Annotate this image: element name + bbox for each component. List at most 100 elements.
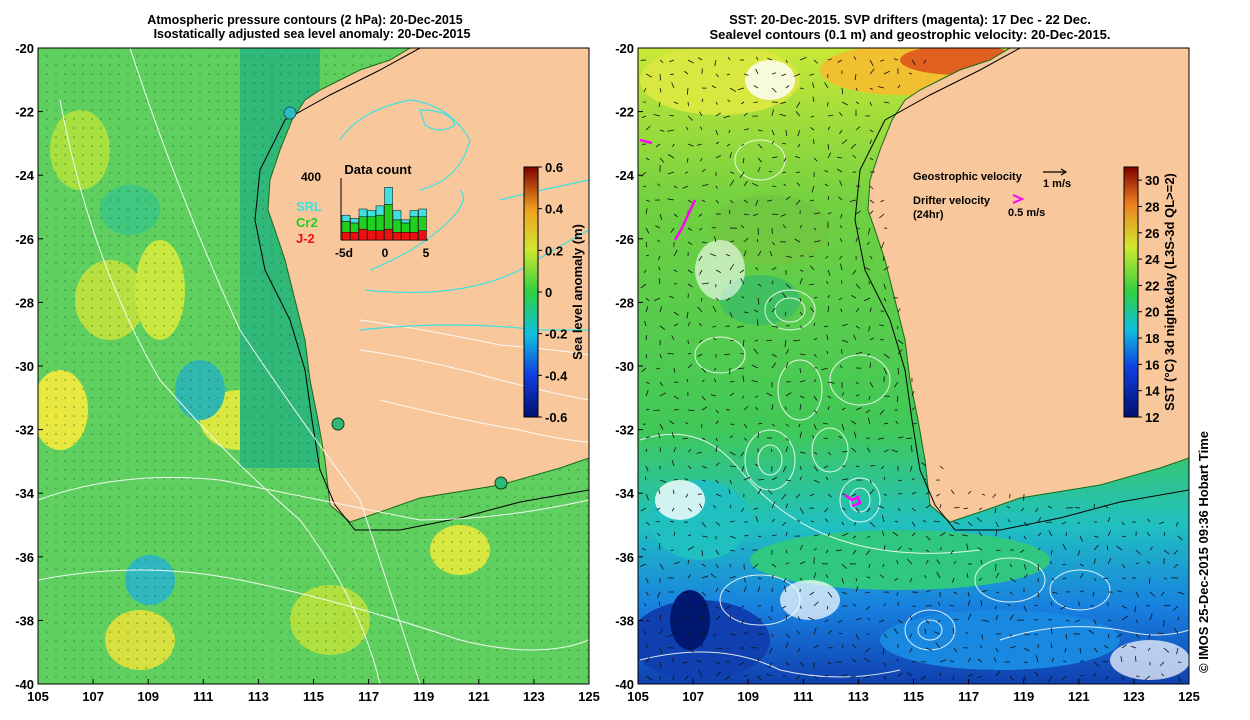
velocity-arrow bbox=[653, 297, 661, 302]
velocity-arrow bbox=[729, 479, 732, 484]
velocity-arrow bbox=[701, 406, 708, 411]
velocity-arrow bbox=[852, 549, 857, 555]
velocity-arrow bbox=[897, 507, 901, 512]
velocity-arrow bbox=[673, 409, 679, 411]
inset-xlabel-left: -5d bbox=[335, 246, 353, 260]
velocity-arrow bbox=[659, 543, 661, 551]
velocity-arrow bbox=[755, 395, 759, 398]
velocity-arrow bbox=[785, 325, 790, 327]
velocity-arrow bbox=[837, 59, 843, 63]
velocity-arrow bbox=[827, 269, 831, 276]
velocity-arrow bbox=[965, 631, 969, 635]
velocity-arrow bbox=[697, 353, 703, 357]
velocity-arrow bbox=[785, 349, 789, 355]
velocity-arrow bbox=[645, 493, 649, 501]
inset-bar-segment bbox=[401, 222, 410, 233]
legend-drifter-scale: 0.5 m/s bbox=[1008, 207, 1045, 219]
right-ytick-label: -26 bbox=[615, 232, 634, 247]
velocity-arrow bbox=[785, 642, 789, 649]
velocity-arrow bbox=[727, 56, 731, 61]
velocity-arrow bbox=[767, 57, 773, 61]
velocity-arrow bbox=[877, 437, 885, 440]
velocity-arrow bbox=[867, 227, 871, 235]
velocity-arrow bbox=[640, 507, 647, 512]
velocity-arrow bbox=[1134, 605, 1137, 613]
velocity-arrow bbox=[645, 157, 650, 161]
velocity-arrow bbox=[1035, 655, 1039, 663]
velocity-arrow bbox=[743, 199, 748, 204]
velocity-arrow bbox=[698, 322, 703, 327]
velocity-arrow bbox=[883, 283, 886, 290]
velocity-arrow bbox=[740, 224, 745, 229]
velocity-arrow bbox=[825, 255, 829, 259]
velocity-arrow bbox=[743, 674, 748, 677]
velocity-arrow bbox=[813, 227, 817, 231]
velocity-arrow bbox=[714, 59, 717, 67]
velocity-arrow bbox=[658, 432, 661, 439]
velocity-arrow bbox=[1159, 521, 1165, 524]
velocity-arrow bbox=[743, 476, 751, 481]
velocity-arrow bbox=[766, 199, 773, 202]
velocity-arrow bbox=[866, 535, 871, 539]
right-title-line2: Sealevel contours (0.1 m) and geostrophi… bbox=[710, 27, 1111, 42]
velocity-arrow bbox=[1009, 577, 1016, 583]
velocity-arrow bbox=[684, 70, 689, 75]
velocity-arrow bbox=[925, 647, 933, 652]
velocity-arrow bbox=[879, 324, 885, 327]
velocity-arrow bbox=[729, 240, 735, 243]
velocity-arrow bbox=[855, 577, 858, 582]
velocity-arrow bbox=[827, 395, 831, 399]
velocity-arrow bbox=[767, 489, 773, 495]
velocity-arrow bbox=[741, 143, 745, 147]
left-xtick-label: 117 bbox=[358, 689, 379, 704]
velocity-arrow bbox=[796, 101, 801, 108]
velocity-arrow bbox=[841, 644, 844, 649]
velocity-arrow bbox=[897, 436, 904, 439]
velocity-arrow bbox=[813, 59, 818, 64]
velocity-arrow bbox=[659, 73, 661, 81]
velocity-arrow bbox=[715, 615, 721, 621]
velocity-arrow bbox=[645, 306, 649, 313]
velocity-arrow bbox=[1047, 505, 1053, 509]
inset-bar-segment bbox=[367, 230, 376, 241]
velocity-arrow bbox=[687, 143, 694, 147]
velocity-arrow bbox=[868, 563, 871, 569]
velocity-arrow bbox=[699, 503, 703, 509]
velocity-arrow bbox=[966, 573, 969, 579]
velocity-arrow bbox=[755, 56, 759, 61]
velocity-arrow bbox=[701, 604, 709, 607]
right-cb-tick-label: 30 bbox=[1145, 173, 1159, 188]
velocity-arrow bbox=[754, 463, 759, 467]
velocity-arrow bbox=[658, 278, 661, 285]
velocity-arrow bbox=[785, 255, 793, 258]
velocity-arrow bbox=[768, 661, 773, 669]
left-ytick-label: -38 bbox=[15, 613, 34, 628]
velocity-arrow bbox=[1049, 561, 1053, 565]
right-ytick-label: -40 bbox=[615, 677, 634, 692]
velocity-arrow bbox=[869, 488, 875, 495]
velocity-arrow bbox=[1009, 675, 1015, 682]
velocity-arrow bbox=[869, 255, 873, 260]
velocity-arrow bbox=[659, 661, 662, 668]
velocity-arrow bbox=[866, 353, 871, 356]
velocity-arrow bbox=[769, 250, 773, 257]
velocity-arrow bbox=[785, 503, 788, 509]
velocity-arrow bbox=[855, 633, 860, 640]
velocity-arrow bbox=[757, 488, 762, 495]
velocity-arrow bbox=[743, 631, 749, 635]
velocity-arrow bbox=[855, 325, 860, 329]
right-colorbar-label: SST (°C) 3d night&day (L3S-3d QL>=2) bbox=[1162, 173, 1177, 411]
velocity-arrow bbox=[967, 599, 971, 607]
velocity-arrow bbox=[757, 297, 760, 305]
velocity-arrow bbox=[783, 183, 787, 187]
velocity-arrow bbox=[771, 325, 779, 328]
velocity-arrow bbox=[952, 577, 955, 583]
left-ytick-label: -40 bbox=[15, 677, 34, 692]
right-ytick-label: -36 bbox=[615, 550, 634, 565]
velocity-arrow bbox=[686, 614, 689, 621]
velocity-arrow bbox=[669, 520, 675, 523]
velocity-arrow bbox=[939, 465, 944, 470]
velocity-arrow bbox=[757, 618, 762, 621]
velocity-arrow bbox=[771, 353, 777, 358]
velocity-arrow bbox=[880, 59, 885, 62]
